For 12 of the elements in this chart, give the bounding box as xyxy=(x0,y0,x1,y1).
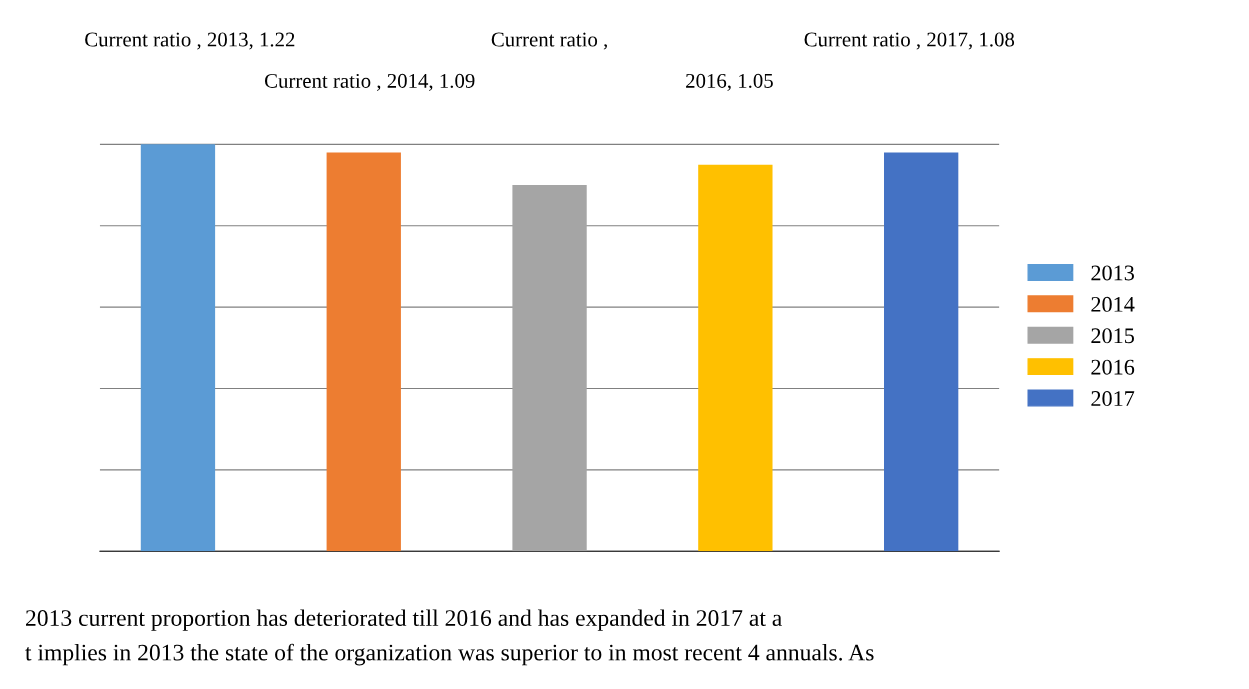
text: 2013 current proportion has deteriorated till 2016 and has expanded in 2017 at a xyxy=(26,609,782,631)
text: Current ratio , 2013, 1.22 xyxy=(85,32,295,50)
text: Current ratio , 2017, 1.08 xyxy=(804,32,1015,50)
text: Current ratio , xyxy=(491,32,607,50)
legend-label: 2017 xyxy=(1091,391,1135,407)
legend-label: 2016 xyxy=(1091,359,1135,375)
legend-label: 2014 xyxy=(1091,296,1135,312)
text: 2016, 1.05 xyxy=(686,73,773,91)
text: Current ratio , 2014, 1.09 xyxy=(264,73,475,91)
legend-label: 2015 xyxy=(1091,328,1134,344)
legend-label: 2013 xyxy=(1091,265,1134,281)
text: t implies in 2013 the state of the organization was superior to in most recent 4 annuals. As xyxy=(25,643,874,666)
